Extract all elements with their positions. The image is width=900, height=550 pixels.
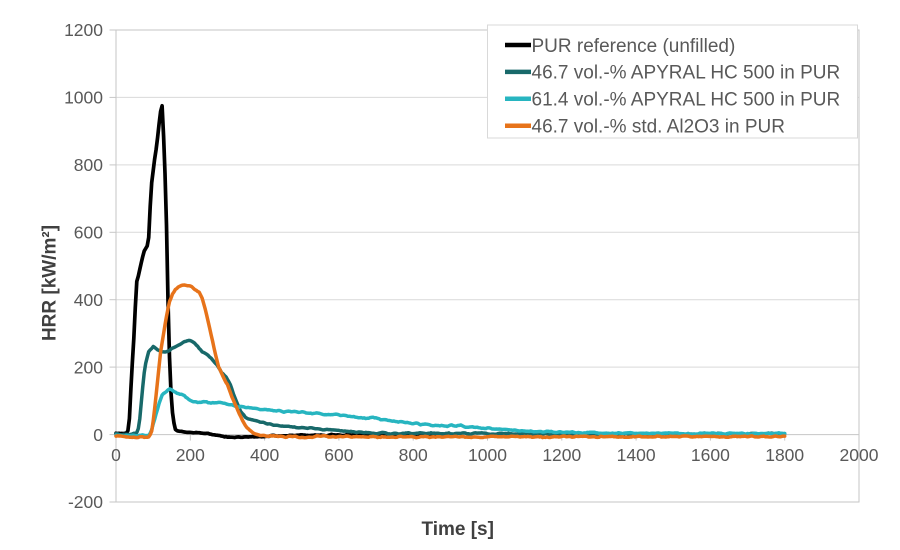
svg-text:200: 200: [74, 357, 103, 377]
svg-text:1600: 1600: [691, 445, 730, 465]
svg-text:1200: 1200: [542, 445, 581, 465]
svg-text:1400: 1400: [617, 445, 656, 465]
svg-text:600: 600: [324, 445, 353, 465]
svg-text:0: 0: [111, 445, 121, 465]
svg-text:1000: 1000: [64, 88, 103, 108]
svg-text:HRR [kW/m²]: HRR [kW/m²]: [40, 225, 61, 341]
svg-text:600: 600: [74, 223, 103, 243]
svg-text:1000: 1000: [468, 445, 507, 465]
svg-text:61.4 vol.-% APYRAL HC 500 in P: 61.4 vol.-% APYRAL HC 500 in PUR: [532, 90, 841, 111]
svg-text:800: 800: [74, 155, 103, 175]
svg-text:400: 400: [250, 445, 279, 465]
svg-text:2000: 2000: [840, 445, 879, 465]
svg-text:-200: -200: [68, 492, 103, 512]
svg-text:800: 800: [399, 445, 428, 465]
svg-text:46.7 vol.-% std. Al2O3 in PUR: 46.7 vol.-% std. Al2O3 in PUR: [532, 117, 785, 138]
svg-text:1200: 1200: [64, 20, 103, 40]
svg-text:0: 0: [93, 425, 103, 445]
svg-text:PUR reference (unfilled): PUR reference (unfilled): [532, 36, 736, 57]
svg-text:200: 200: [176, 445, 205, 465]
svg-text:400: 400: [74, 290, 103, 310]
svg-text:46.7 vol.-% APYRAL HC 500 in P: 46.7 vol.-% APYRAL HC 500 in PUR: [532, 63, 841, 84]
svg-text:1800: 1800: [765, 445, 804, 465]
svg-text:Time [s]: Time [s]: [421, 519, 494, 540]
